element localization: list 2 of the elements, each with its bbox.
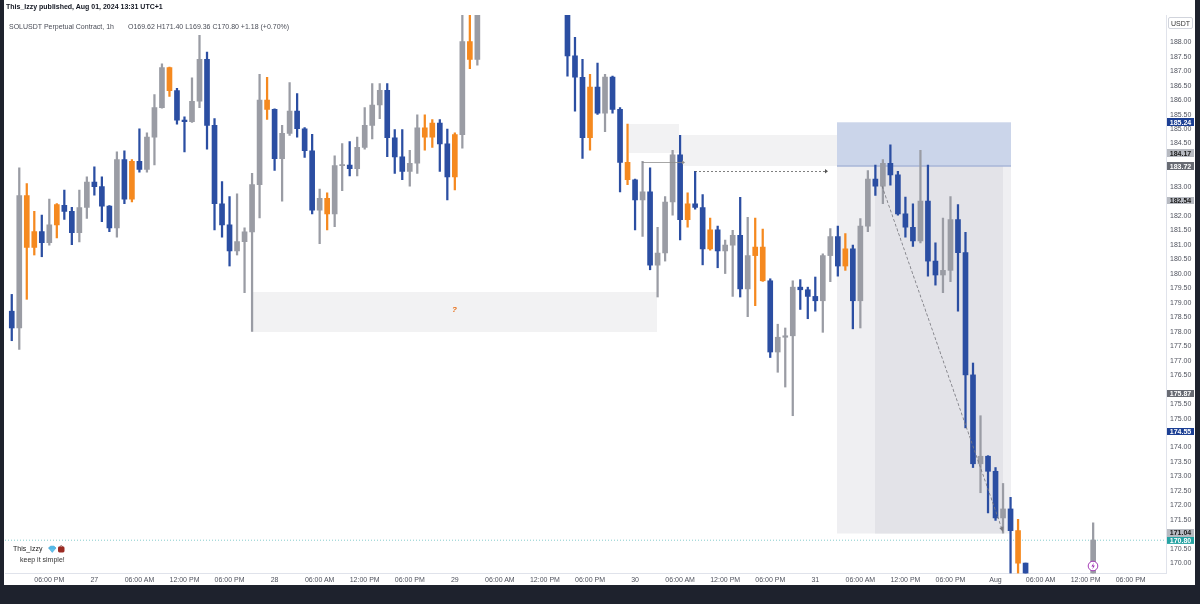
annotation: ? xyxy=(452,305,457,314)
candlestick xyxy=(136,128,143,173)
